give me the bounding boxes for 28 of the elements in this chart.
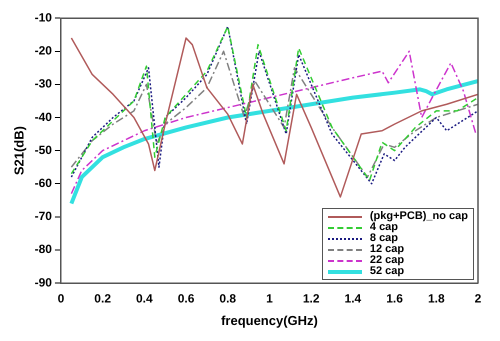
x-tick-label: 0.6	[178, 292, 195, 306]
x-tick-label: 2	[474, 292, 482, 306]
y-tick-label: -50	[34, 142, 52, 157]
y-axis-title: S21(dB)	[11, 126, 26, 176]
x-tick-label: 1.2	[302, 292, 320, 306]
legend-label: 12 cap	[370, 243, 404, 255]
legend-label: 22 cap	[370, 254, 404, 266]
y-tick-label: -90	[34, 275, 52, 290]
x-tick-label: 1.6	[386, 292, 404, 306]
y-tick-label: -20	[34, 44, 52, 58]
x-tick-label: 0.2	[94, 292, 112, 306]
legend-label: 52 cap	[370, 265, 404, 277]
y-tick-label: -70	[34, 209, 52, 224]
x-tick-label: 1.4	[344, 292, 362, 306]
x-tick-label: 1.8	[428, 292, 445, 306]
y-tick-label: -10	[34, 10, 52, 25]
x-tick-label: 0	[58, 292, 65, 306]
y-tick-label: -80	[34, 242, 52, 256]
x-tick-label: 1	[266, 292, 274, 306]
y-tick-label: -60	[34, 176, 52, 190]
y-tick-label: -40	[34, 110, 52, 124]
y-tick-label: -30	[34, 76, 52, 91]
legend-label: 8 cap	[370, 232, 398, 244]
x-tick-label: 0.8	[219, 292, 236, 306]
x-axis-title: frequency(GHz)	[221, 312, 318, 328]
legend-label: (pkg+PCB)_no cap	[370, 210, 468, 222]
legend-label: 4 cap	[370, 221, 398, 233]
x-tick-label: 0.4	[136, 292, 154, 306]
